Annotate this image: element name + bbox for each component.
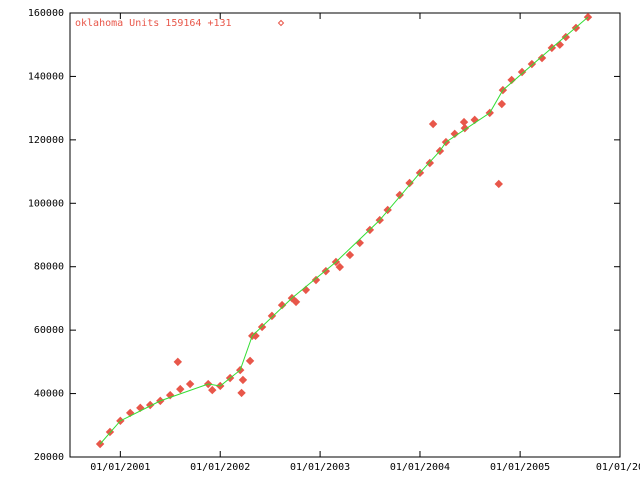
data-point [208,385,217,395]
data-point [301,285,311,295]
trend-line [99,16,589,445]
data-point [494,179,503,189]
data-point [561,32,571,42]
data-point [267,311,277,321]
data-point [355,238,364,248]
x-tick-label: 01/01/2001 [90,462,150,473]
data-point [145,400,155,410]
data-point [470,115,479,125]
data-point [425,158,435,168]
data-point [277,300,287,310]
y-tick-label: 40000 [34,389,64,400]
data-point [321,266,331,276]
data-point [395,190,404,200]
y-tick-label: 140000 [28,71,64,82]
data-point [291,297,301,307]
legend-label: oklahoma Units 159164 +131 [75,18,232,29]
data-point [185,379,195,389]
data-point [237,388,246,398]
data-point [517,67,527,77]
plot-frame [69,12,621,458]
data-point [335,262,345,272]
data-point [136,403,145,413]
y-tick-label: 80000 [34,262,64,273]
data-point [238,375,248,385]
x-tick-label: 01/01/2002 [190,462,250,473]
data-point [460,123,470,133]
data-point [459,117,469,127]
data-point [173,357,183,367]
legend-marker [277,19,285,27]
x-tick-label: 01/01/2005 [490,462,550,473]
data-point [345,250,355,260]
y-tick-label: 60000 [34,325,64,336]
data-point [428,119,438,129]
data-point [537,53,547,63]
data-point [245,356,255,366]
data-point [527,59,537,69]
y-tick-label: 20000 [34,452,64,463]
data-point [497,99,506,109]
y-tick-label: 120000 [28,135,64,146]
x-tick-label: 01/01/2004 [390,462,450,473]
x-tick-label: 01/01/2003 [290,462,350,473]
data-point [176,384,185,394]
y-tick-label: 160000 [28,8,64,19]
data-point [555,40,565,49]
y-tick-label: 100000 [28,198,64,209]
x-tick-label: 01/01/20 [596,462,640,473]
data-point [507,75,516,85]
data-point [311,275,321,285]
